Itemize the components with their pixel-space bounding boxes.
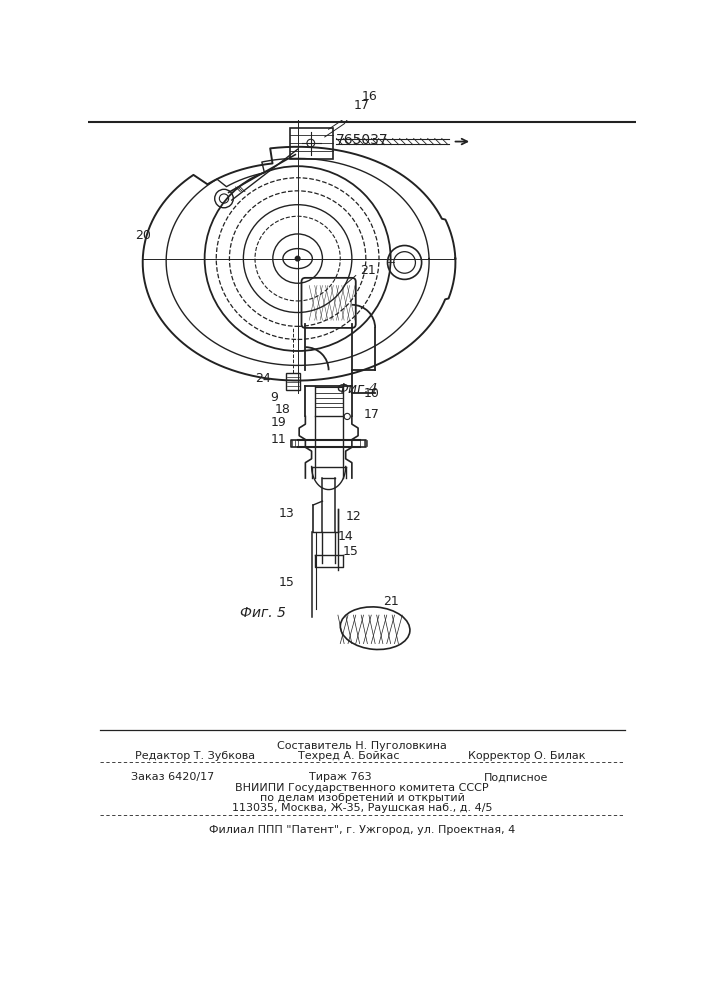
Text: 15: 15	[279, 576, 294, 589]
Text: Составитель Н. Пуголовкина: Составитель Н. Пуголовкина	[277, 741, 447, 751]
Text: 17: 17	[363, 408, 380, 421]
Text: Филиал ППП "Патент", г. Ужгород, ул. Проектная, 4: Филиал ППП "Патент", г. Ужгород, ул. Про…	[209, 825, 515, 835]
Text: 12: 12	[346, 510, 361, 523]
Text: Корректор О. Билак: Корректор О. Билак	[468, 751, 585, 761]
Text: 9: 9	[271, 391, 279, 404]
Text: Тираж 763: Тираж 763	[309, 772, 372, 782]
Text: Подписное: Подписное	[484, 772, 548, 782]
Text: 10: 10	[363, 387, 380, 400]
Text: 16: 16	[361, 90, 377, 103]
Text: Редактор Т. Зубкова: Редактор Т. Зубкова	[135, 751, 255, 761]
Text: Заказ 6420/17: Заказ 6420/17	[131, 772, 214, 782]
Text: 765037: 765037	[336, 133, 388, 147]
Text: 15: 15	[343, 545, 358, 558]
Text: Техред А. Бойкас: Техред А. Бойкас	[298, 751, 399, 761]
Text: по делам изобретений и открытий: по делам изобретений и открытий	[259, 793, 464, 803]
Text: 19: 19	[271, 416, 286, 429]
Text: 18: 18	[274, 403, 291, 416]
Text: 21: 21	[360, 264, 375, 277]
Text: 17: 17	[354, 99, 369, 112]
Text: 113035, Москва, Ж-35, Раушская наб., д. 4/5: 113035, Москва, Ж-35, Раушская наб., д. …	[232, 803, 492, 813]
Text: 20: 20	[135, 229, 151, 242]
Text: 13: 13	[279, 507, 294, 520]
Text: 14: 14	[338, 530, 354, 543]
Bar	[290, 128, 332, 158]
Text: Фиг.4: Фиг.4	[337, 382, 378, 396]
Text: 11: 11	[271, 433, 286, 446]
Text: 21: 21	[383, 595, 399, 608]
Text: 24: 24	[255, 372, 271, 385]
Text: ВНИИПИ Государственного комитета СССР: ВНИИПИ Государственного комитета СССР	[235, 783, 489, 793]
Text: Фиг. 5: Фиг. 5	[240, 606, 286, 620]
Circle shape	[296, 256, 300, 261]
Bar	[286, 373, 300, 389]
